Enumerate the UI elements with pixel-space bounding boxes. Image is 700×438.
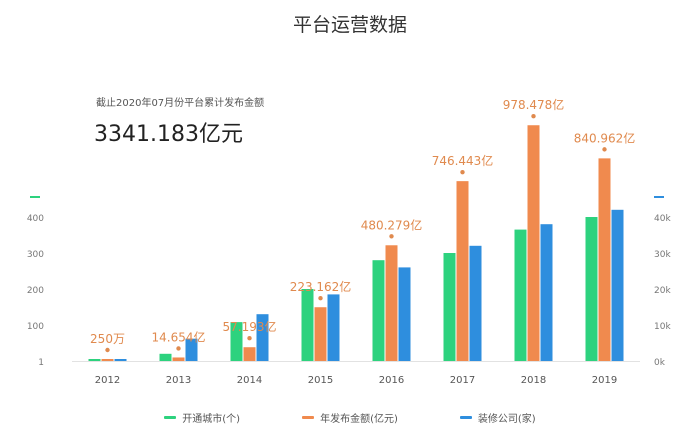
bar-amount	[172, 357, 185, 361]
bar-cities	[159, 353, 172, 361]
amount-marker-dot	[105, 347, 110, 353]
left-axis-tick: 200	[27, 286, 44, 296]
right-axis-tick: 0k	[654, 358, 666, 368]
amount-data-label: 223.162亿	[290, 279, 352, 294]
x-axis-tick: 2012	[95, 375, 120, 386]
amount-data-label: 250万	[90, 332, 125, 346]
bar-cities	[585, 217, 598, 361]
legend-item-amount: 年发布金额(亿元)	[302, 410, 398, 425]
legend-label-cities: 开通城市(个)	[182, 414, 241, 425]
x-axis-tick: 2013	[166, 375, 191, 386]
bar-amount	[456, 181, 469, 361]
amount-data-label: 14.654亿	[152, 329, 206, 344]
bar-cities	[443, 253, 456, 361]
x-axis-tick: 2016	[379, 375, 404, 386]
x-axis-tick: 2019	[592, 375, 617, 386]
legend-label-amount: 年发布金额(亿元)	[320, 414, 398, 425]
amount-marker-dot	[602, 147, 607, 152]
x-axis-tick: 2018	[521, 375, 546, 386]
left-axis-tick: 1	[38, 358, 44, 368]
amount-data-label: 746.443亿	[432, 153, 494, 168]
amount-data-label: 57.193亿	[223, 319, 277, 334]
amount-marker-dot	[460, 169, 465, 175]
x-axis-tick: 2015	[308, 375, 333, 386]
bar-companies	[327, 294, 340, 361]
amount-marker-dot	[176, 346, 181, 351]
bar-companies	[185, 338, 198, 361]
legend-swatch-cities	[164, 416, 177, 419]
legend-swatch-companies	[459, 416, 472, 419]
amount-marker-dot	[389, 234, 394, 239]
legend-swatch-amount	[302, 416, 315, 419]
amount-marker-dot	[318, 296, 323, 301]
right-axis-tick: 20k	[654, 286, 671, 296]
bar-amount	[243, 347, 256, 361]
bar-cities	[514, 229, 527, 361]
bar-companies	[398, 267, 411, 361]
legend: 开通城市(个) 年发布金额(亿元) 装修公司(家)	[0, 410, 700, 425]
total-amount: 3341.183亿元	[94, 122, 243, 147]
bar-amount	[385, 245, 398, 361]
bar-companies	[540, 224, 553, 361]
amount-marker-dot	[531, 114, 536, 119]
legend-item-cities: 开通城市(个)	[164, 410, 240, 425]
legend-label-companies: 装修公司(家)	[477, 414, 536, 425]
amount-data-label: 480.279亿	[361, 217, 423, 232]
left-axis-tick: 100	[27, 322, 44, 332]
bar-amount	[101, 359, 114, 361]
amount-marker-dot	[247, 336, 252, 341]
amount-data-label: 978.478亿	[503, 97, 565, 112]
x-axis-tick: 2014	[237, 375, 262, 386]
right-axis-tick: 10k	[654, 322, 671, 332]
bar-companies	[469, 245, 482, 361]
bar-amount	[314, 307, 327, 361]
amount-data-label: 840.962亿	[574, 130, 636, 145]
bar-companies	[611, 209, 624, 361]
bar-cities	[230, 322, 243, 361]
right-axis-tick: 30k	[654, 250, 671, 260]
bar-companies	[256, 314, 269, 361]
chart-title: 平台运营数据	[292, 14, 407, 36]
chart-subtitle: 截止2020年07月份平台累计发布金额	[96, 98, 265, 109]
bar-cities	[372, 260, 385, 361]
bar-amount	[527, 125, 540, 361]
left-axis-tick: 300	[27, 250, 44, 260]
right-axis-tick: 40k	[654, 214, 671, 224]
bar-cities	[301, 289, 314, 361]
bar-cities	[88, 359, 101, 361]
left-axis-tick: 400	[27, 214, 44, 224]
bar-amount	[598, 158, 611, 361]
bar-companies	[114, 359, 127, 361]
legend-item-companies: 装修公司(家)	[459, 410, 536, 425]
x-axis-tick: 2017	[450, 375, 475, 386]
